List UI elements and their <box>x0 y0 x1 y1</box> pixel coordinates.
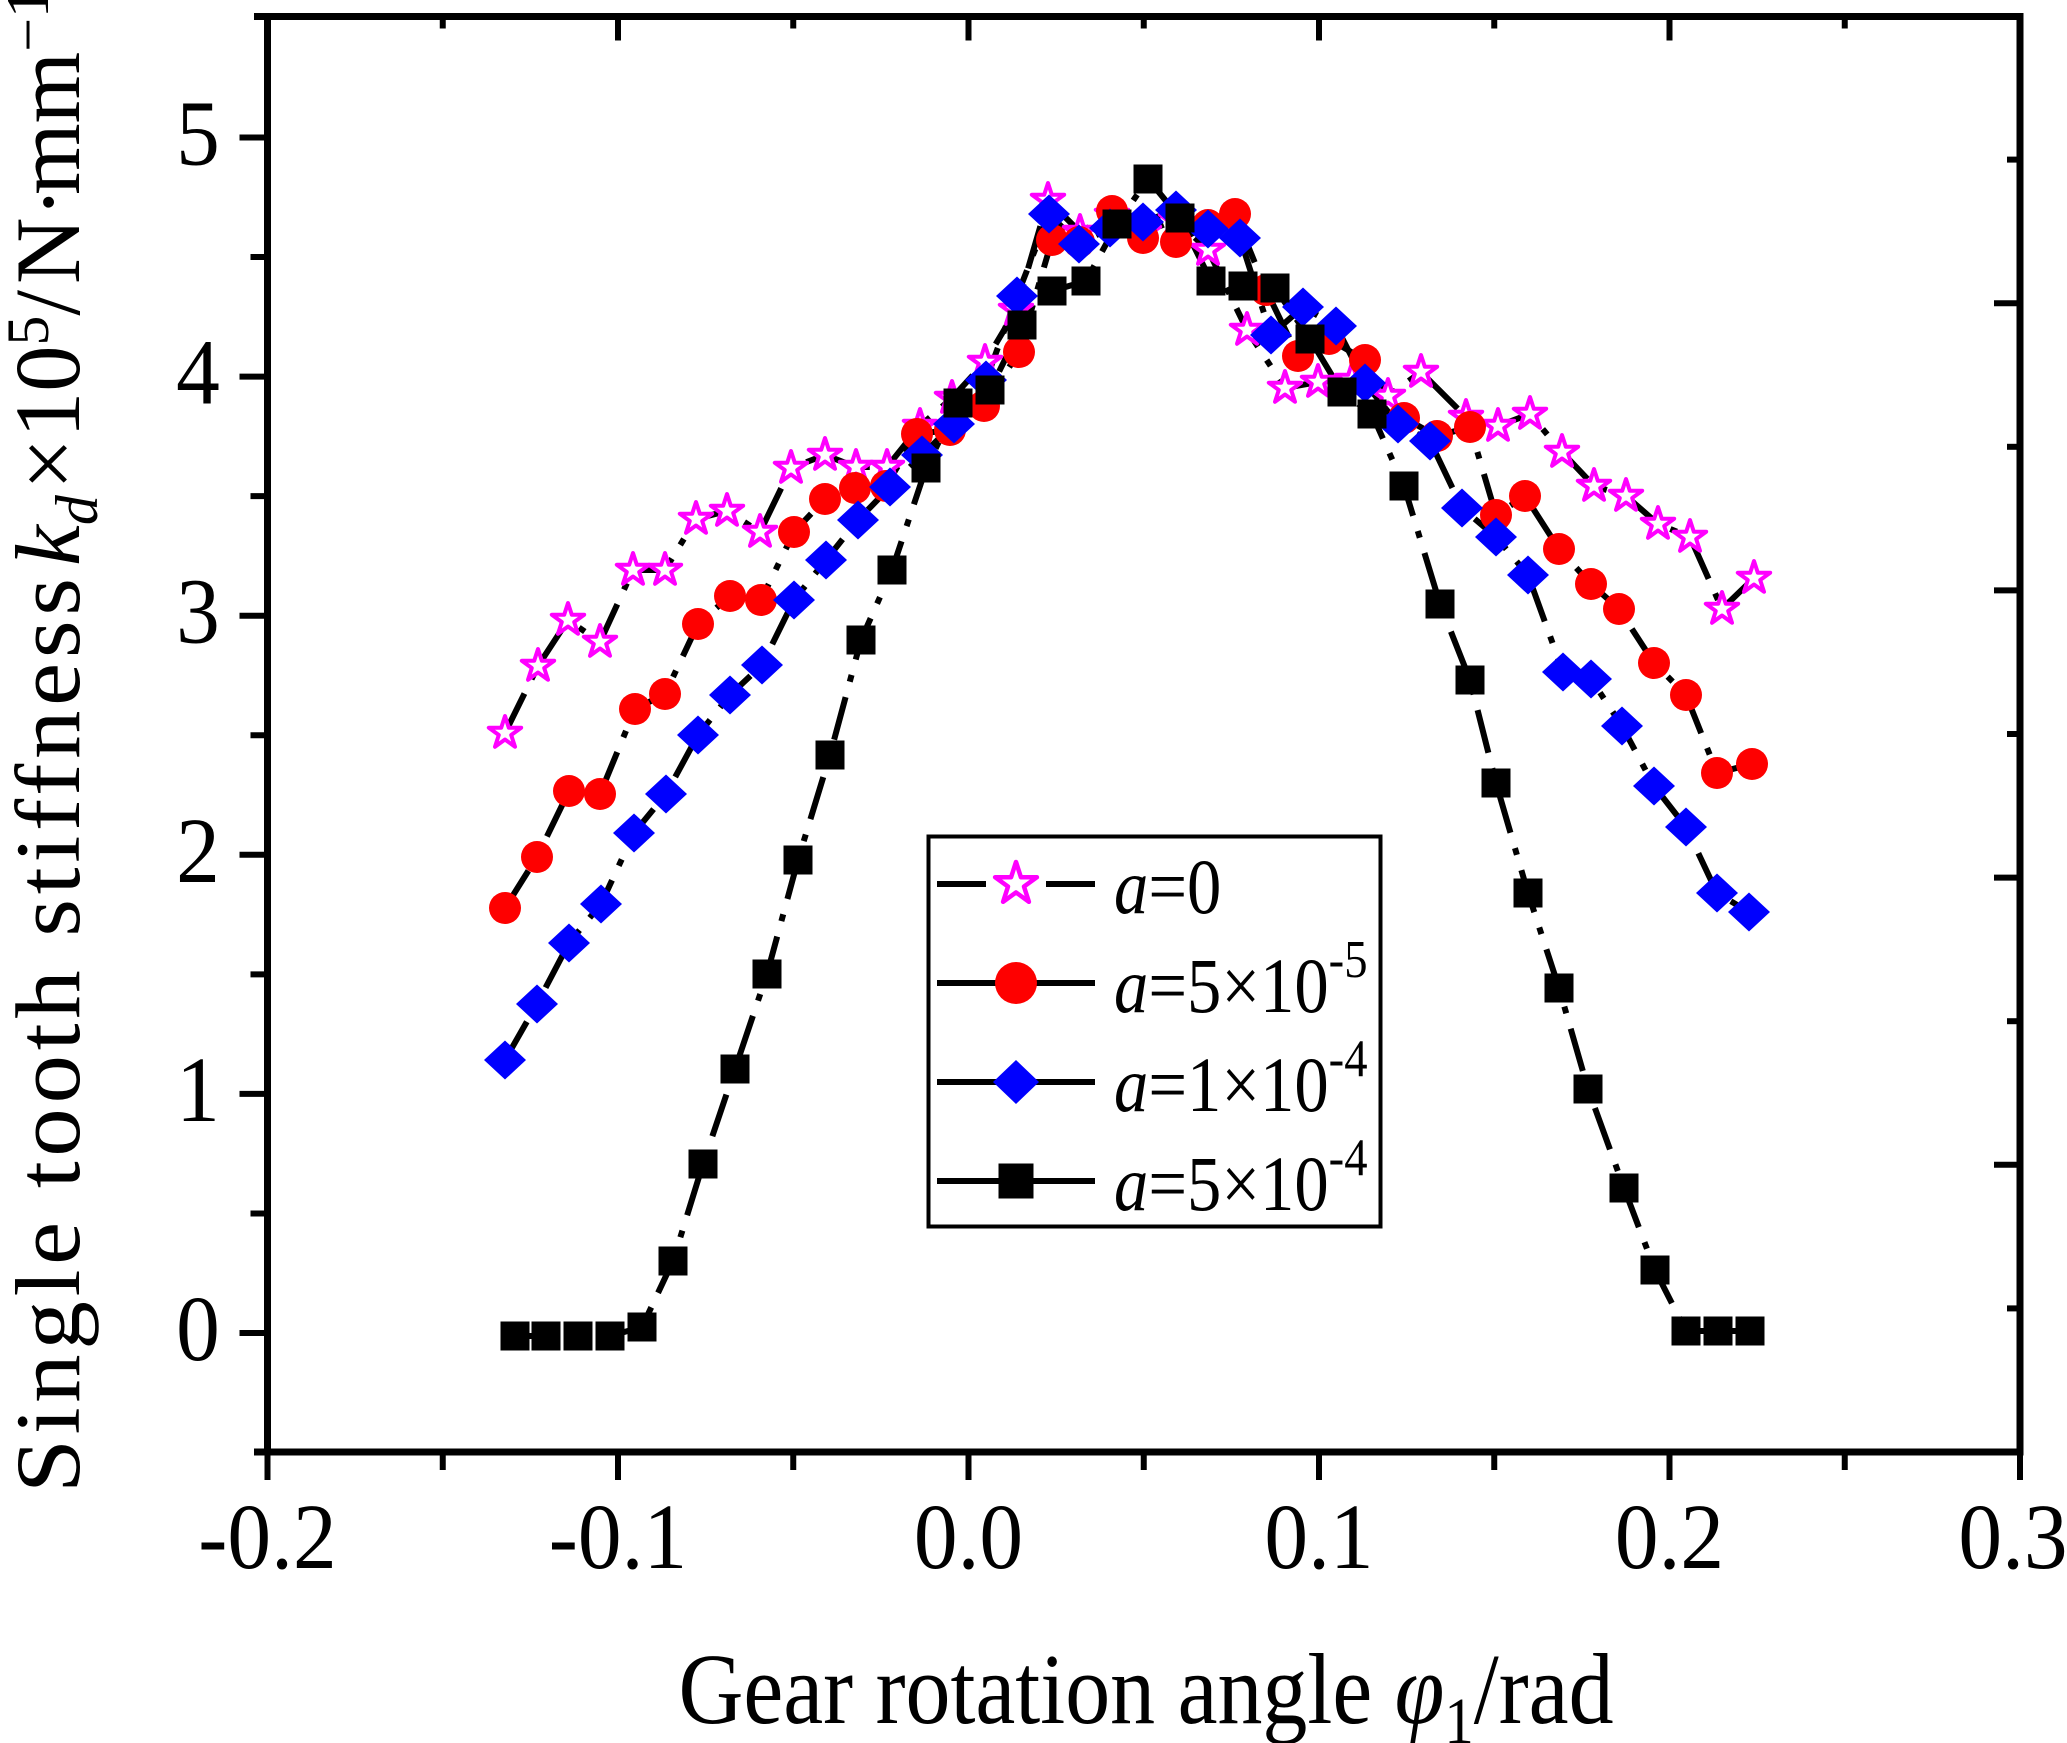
svg-text:0.2: 0.2 <box>1615 1486 1724 1589</box>
svg-text:Gear rotation angle φ1/rad: Gear rotation angle φ1/rad <box>678 1633 1613 1743</box>
svg-text:Single tooth stiffness: Single tooth stiffness <box>0 578 99 1493</box>
svg-text:5: 5 <box>176 82 220 185</box>
svg-text:0.3: 0.3 <box>1958 1486 2067 1589</box>
svg-text:4: 4 <box>176 321 220 424</box>
svg-text:-0.1: -0.1 <box>549 1486 687 1589</box>
svg-text:2: 2 <box>176 799 220 902</box>
svg-text:-0.2: -0.2 <box>198 1486 336 1589</box>
svg-text:1: 1 <box>176 1038 220 1141</box>
svg-text:a=0: a=0 <box>1114 844 1221 930</box>
svg-text:0: 0 <box>176 1278 220 1381</box>
svg-text:a=5×10-5: a=5×10-5 <box>1114 930 1368 1029</box>
svg-text:a=5×10-4: a=5×10-4 <box>1114 1128 1368 1227</box>
svg-text:0.0: 0.0 <box>914 1486 1023 1589</box>
svg-text:3: 3 <box>176 560 220 663</box>
svg-text:0.1: 0.1 <box>1264 1486 1373 1589</box>
svg-text:a=1×10-4: a=1×10-4 <box>1114 1029 1368 1128</box>
